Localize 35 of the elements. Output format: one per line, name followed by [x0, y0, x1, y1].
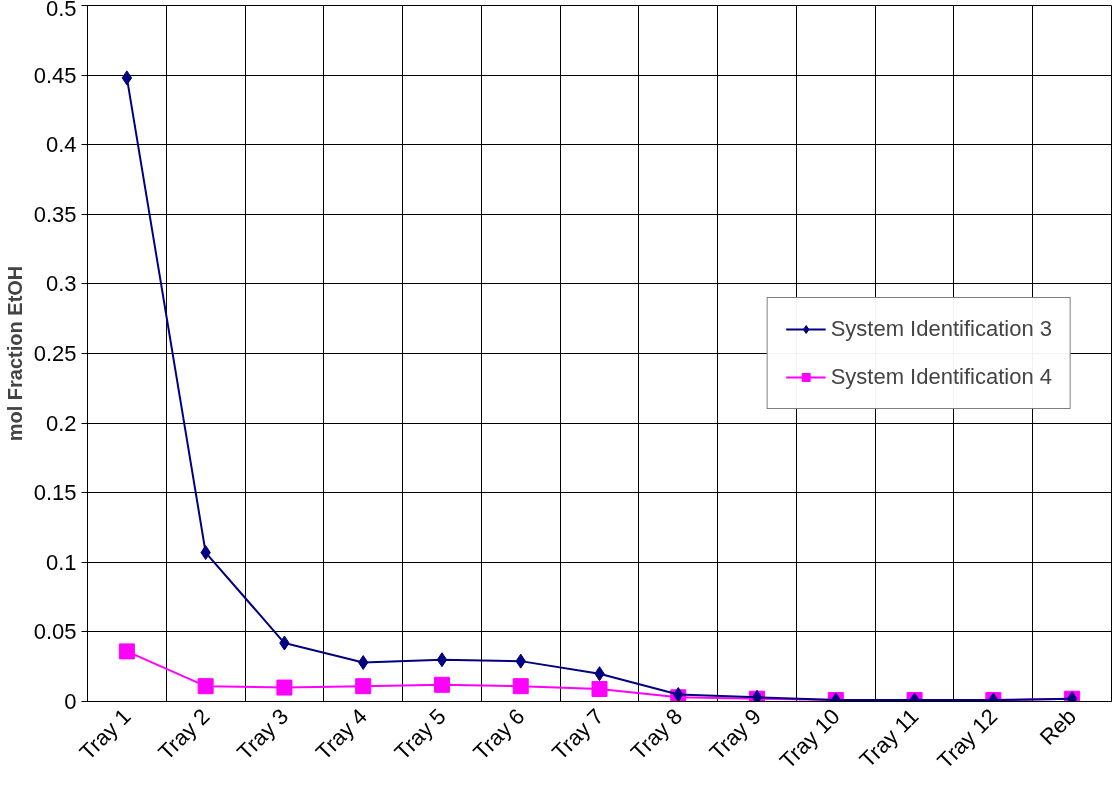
y-axis-title: mol Fraction EtOH	[3, 265, 26, 442]
y-tick-label: 0.25	[33, 341, 77, 366]
x-tick-label: Reb	[1034, 703, 1081, 750]
y-tick-label: 0.2	[45, 410, 77, 436]
point	[121, 70, 133, 86]
x-tick-label: Tray 2	[153, 703, 215, 765]
y-tick-label: 0.3	[45, 271, 77, 297]
x-tick-label: Tray 9	[704, 703, 766, 765]
x-tick-label: Tray 11	[854, 703, 924, 773]
legend-label: System Identification 4	[830, 364, 1052, 390]
y-tick-label: 0	[64, 689, 77, 714]
y-tick-label: 0.35	[33, 201, 77, 227]
y-tick-label: 0.45	[33, 62, 77, 88]
y-tick-label: 0.15	[33, 480, 77, 506]
point	[355, 678, 372, 695]
x-tick-label: Tray 12	[932, 703, 1003, 774]
point	[436, 652, 448, 668]
y-tick-label: 0.05	[33, 619, 77, 645]
point	[197, 678, 214, 695]
point	[276, 679, 293, 696]
y-tick-label: 0.1	[45, 549, 77, 575]
x-tick-label: Tray 7	[547, 703, 609, 765]
point	[512, 678, 529, 695]
legend-label: System Identification 3	[830, 316, 1052, 342]
point	[591, 680, 608, 697]
x-tick-label: Tray 3	[232, 703, 294, 765]
x-tick-label: Tray 10	[774, 703, 845, 774]
x-tick-label: Tray 8	[625, 703, 688, 765]
x-tick-label: Tray 6	[468, 703, 530, 765]
point	[433, 676, 450, 693]
y-tick-label: 0.5	[45, 0, 77, 21]
x-tick-label: Tray 4	[310, 703, 373, 765]
x-tick-label: Tray 5	[389, 703, 451, 765]
y-tick-label: 0.4	[45, 132, 77, 158]
point	[118, 643, 135, 660]
